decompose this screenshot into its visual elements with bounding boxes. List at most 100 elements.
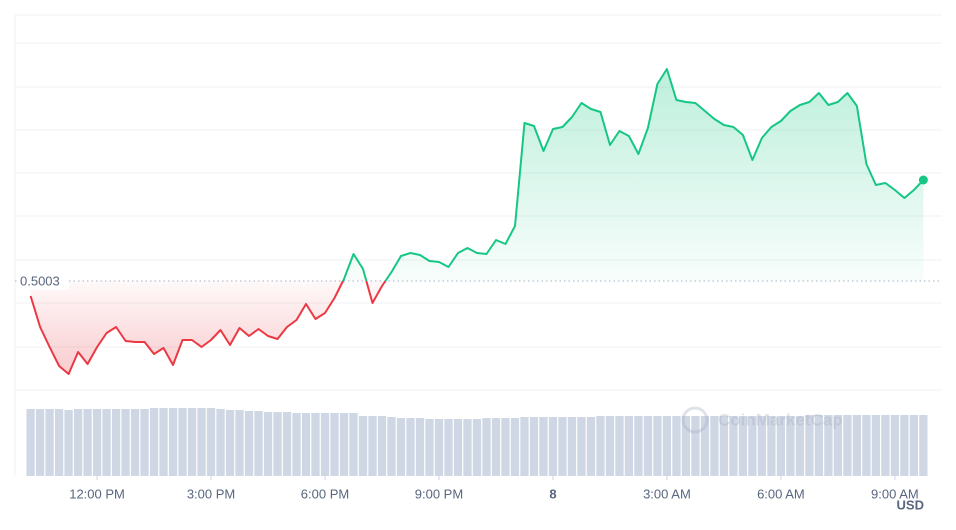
x-tick-label: 9:00 AM bbox=[871, 486, 919, 501]
volume-bar bbox=[805, 415, 814, 476]
baseline-label-bg bbox=[17, 272, 69, 290]
volume-bar bbox=[672, 416, 681, 476]
volume-bar bbox=[235, 410, 244, 476]
volume-bar bbox=[121, 409, 130, 476]
volume-bar bbox=[178, 408, 187, 476]
baseline-label: 0.5003 bbox=[20, 273, 60, 288]
volume-bar bbox=[320, 413, 330, 476]
volume-bar bbox=[434, 419, 444, 476]
volume-bar bbox=[273, 412, 282, 476]
volume-bar bbox=[292, 413, 301, 476]
watermark: CoinMarketCap bbox=[681, 406, 843, 434]
watermark-logo bbox=[681, 406, 709, 434]
volume-bar bbox=[833, 415, 843, 476]
currency-label: USD bbox=[897, 497, 924, 512]
volume-bar bbox=[463, 419, 472, 476]
price-line bbox=[29, 68, 925, 375]
volume-bar bbox=[852, 415, 862, 476]
x-tick-label: 3:00 PM bbox=[187, 486, 235, 501]
volume-bar bbox=[472, 419, 482, 476]
volume-bar bbox=[102, 409, 111, 476]
x-axis: 12:00 PM 3:00 PM 6:00 PM 9:00 PM 8 3:00 AM 6:0… bbox=[69, 476, 919, 501]
volume-bar bbox=[634, 416, 643, 476]
volume-bar bbox=[501, 418, 510, 476]
grid bbox=[14, 14, 942, 476]
volume-bar bbox=[206, 408, 216, 476]
volume-bar bbox=[795, 416, 805, 476]
volume-bar bbox=[862, 415, 871, 476]
volume-bar bbox=[871, 415, 881, 476]
volume-bar bbox=[83, 409, 92, 476]
volume-bar bbox=[491, 418, 501, 476]
volume-bar bbox=[64, 410, 73, 476]
volume-bar bbox=[586, 417, 596, 476]
volume-bar bbox=[377, 416, 387, 476]
volume-bar bbox=[453, 419, 463, 476]
volume-bar bbox=[748, 416, 757, 476]
volume-bar bbox=[349, 413, 358, 476]
x-tick-label: 3:00 AM bbox=[643, 486, 691, 501]
volume-bar bbox=[653, 416, 662, 476]
volume-bar bbox=[149, 408, 159, 476]
volume-bar bbox=[529, 417, 539, 476]
volume-bar bbox=[662, 416, 672, 476]
volume-bar bbox=[767, 416, 776, 476]
volume-bar bbox=[425, 419, 434, 476]
volume-bar bbox=[111, 409, 121, 476]
volume-bar bbox=[719, 416, 729, 476]
x-tick-label: 9:00 PM bbox=[415, 486, 463, 501]
volume-bar bbox=[520, 417, 529, 476]
watermark-text: CoinMarketCap bbox=[718, 410, 843, 429]
volume-bar bbox=[368, 416, 377, 476]
x-tick-label: 8 bbox=[549, 486, 556, 501]
volume-bar bbox=[919, 415, 928, 476]
volume-bar bbox=[415, 418, 425, 476]
volume-bar bbox=[187, 408, 197, 476]
volume-bar bbox=[681, 416, 691, 476]
volume-bars bbox=[26, 408, 928, 476]
volume-bar bbox=[387, 417, 396, 476]
volume-bar bbox=[358, 416, 368, 476]
volume-bar bbox=[824, 415, 833, 476]
volume-bar bbox=[843, 415, 852, 476]
volume-bar bbox=[45, 409, 54, 476]
volume-bar bbox=[605, 416, 615, 476]
volume-bar bbox=[558, 417, 567, 476]
volume-bar bbox=[254, 411, 263, 476]
volume-bar bbox=[168, 408, 178, 476]
volume-bar bbox=[140, 409, 149, 476]
volume-bar bbox=[225, 410, 235, 476]
volume-bar bbox=[311, 413, 320, 476]
volume-bar bbox=[881, 415, 890, 476]
volume-bar bbox=[615, 416, 624, 476]
volume-bar bbox=[700, 416, 710, 476]
volume-bar bbox=[482, 418, 491, 476]
volume-bar bbox=[216, 409, 225, 476]
x-tick-label: 12:00 PM bbox=[69, 486, 125, 501]
volume-bar bbox=[757, 416, 767, 476]
volume-bar bbox=[624, 416, 634, 476]
volume-bar bbox=[577, 417, 586, 476]
volume-bar bbox=[92, 409, 102, 476]
plot: 0.5003 bbox=[15, 68, 942, 375]
volume-bar bbox=[159, 408, 168, 476]
x-tick-label: 6:00 PM bbox=[301, 486, 349, 501]
volume-bar bbox=[73, 409, 83, 476]
volume-bar bbox=[900, 415, 909, 476]
volume-bar bbox=[567, 417, 577, 476]
volume-bar bbox=[54, 409, 64, 476]
volume-bar bbox=[339, 413, 349, 476]
volume-bar bbox=[130, 409, 140, 476]
volume-bar bbox=[406, 418, 415, 476]
volume-bar bbox=[691, 416, 700, 476]
volume-bar bbox=[26, 409, 35, 476]
volume-bar bbox=[776, 416, 786, 476]
last-price-dot bbox=[918, 175, 928, 185]
volume-bar bbox=[814, 415, 824, 476]
volume-bar bbox=[35, 409, 45, 476]
volume-bar bbox=[909, 415, 919, 476]
volume-bar bbox=[738, 416, 748, 476]
volume-bar bbox=[282, 412, 292, 476]
volume-bar bbox=[244, 411, 254, 476]
volume-bar bbox=[330, 413, 339, 476]
